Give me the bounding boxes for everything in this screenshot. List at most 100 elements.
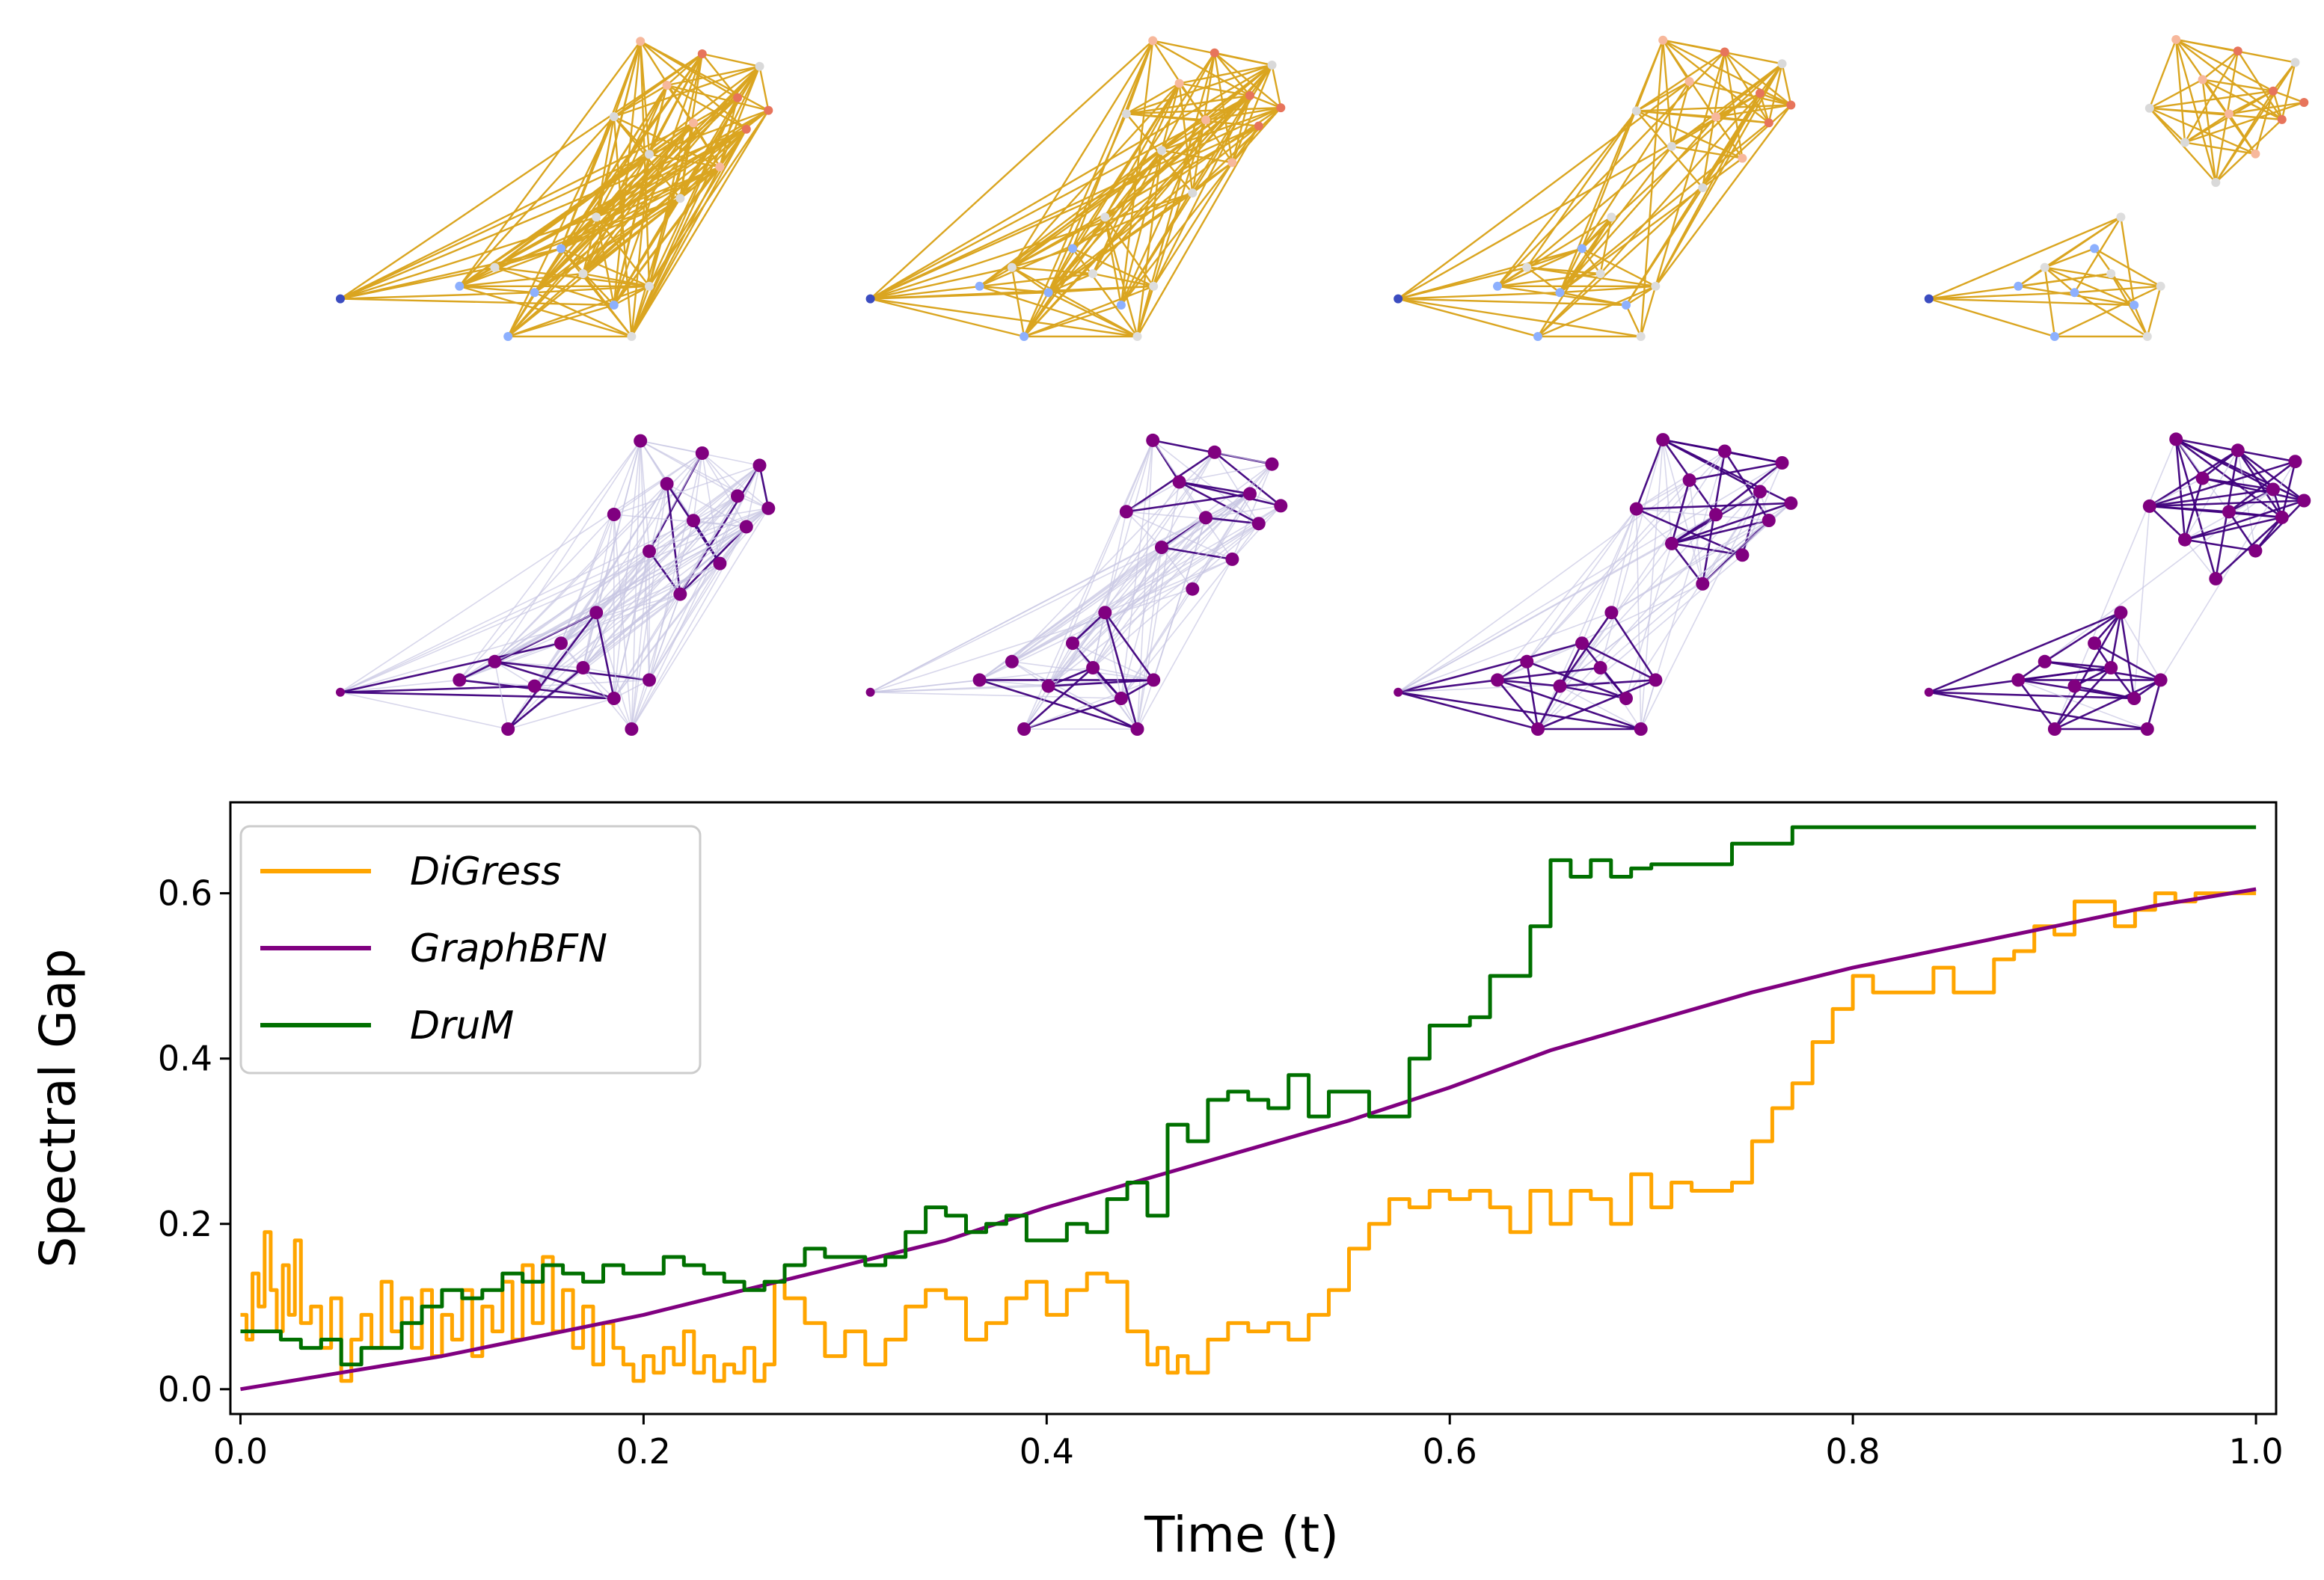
graph-node [697,49,707,58]
graph-edge [1559,642,1583,687]
graph-edge [1011,661,1154,681]
graph-edge [1011,612,1106,663]
graph-edge [2044,266,2135,307]
graph-edge [560,642,633,730]
plot-lines [240,825,2257,1392]
graph-edge [1928,298,2135,307]
graph-edge [979,493,1251,681]
graph-edge [1559,116,1717,293]
graph-edge [1048,285,1154,294]
graph-node [2153,673,2168,687]
graph-node [2198,75,2207,84]
graph-node [975,281,984,291]
graph-edge [1011,267,1025,337]
graph-node [2127,692,2141,705]
graph-edge [1023,679,1154,730]
graph-edge [2148,39,2177,109]
y-tick-label: 0.0 [158,1369,212,1410]
graph-node [1764,118,1773,128]
graph-edge [1192,107,1282,194]
graph-edge [340,692,509,730]
graph-edge [507,666,584,731]
legend-box [239,825,702,1075]
graph-node [865,687,875,697]
graph-edge [1397,612,1612,693]
graph-node [1119,505,1133,519]
graph-edge [582,667,615,699]
graph-node [1245,90,1254,100]
graph-edge [1048,517,1207,687]
graph-edge [2044,248,2095,268]
graph-node [1553,679,1567,693]
graph-edge [1640,491,1761,730]
graph-node [2088,636,2102,651]
graph-edge [1231,107,1282,164]
graph-edge [1136,125,1260,337]
graph-node [1207,445,1221,459]
graph-edge [2044,612,2122,663]
graph-edge [1497,666,1601,681]
graph-edge [560,197,681,250]
graph-edge [1178,82,1207,121]
graph-edge [2149,477,2203,507]
graph-edge [631,66,761,337]
graph-node [865,294,875,304]
graph-edge [340,642,562,694]
graph-edge [1671,519,1770,545]
graph-edge [1161,149,1233,164]
graph-node [675,194,685,203]
graph-edge [1126,64,1272,115]
graph-edge [494,660,615,700]
graph-edge [2094,642,2162,681]
graph-edge [1231,464,1273,560]
legend-label-drum: DruM [410,1003,514,1048]
graph-edge [1537,104,1792,337]
graph-edge [2202,79,2283,120]
graph-edge [1671,514,1717,544]
graph-node [2180,138,2189,147]
graph-edge [494,248,562,268]
y-axis-label: Spectral Gap [29,949,87,1268]
graph-edge [1537,679,1656,731]
graph-edge [1636,110,1743,159]
graph-node [2277,114,2287,124]
graph-node [1199,511,1212,525]
graph-edge [2272,90,2283,120]
graph-edge [649,563,721,680]
graph-edge [560,216,597,250]
graph-node [636,37,646,46]
graph-edge [595,612,616,699]
graph-edge [1136,559,1233,730]
graph-edge [1397,298,1539,338]
graph-edge [582,53,703,274]
graph-edge [2184,113,2230,144]
graph-edge [1635,439,1664,510]
graph-edge [979,192,1193,287]
graph-node [1251,517,1266,531]
graph-edge [1662,39,1791,106]
graph-edge [1715,104,1791,118]
graph-edge [1625,285,1657,307]
graph-edge [1048,679,1154,687]
graph-edge [1928,691,2135,700]
graph-edge [2073,292,2148,338]
graph-node [1227,158,1237,167]
graph-edge [340,128,747,300]
graph-snapshot-graphbfn-2 [865,433,1288,736]
graph-node [662,81,672,90]
graph-node [1784,496,1798,510]
graph-edge [1497,508,1637,680]
graph-edge [1536,216,1613,337]
graph-edge [1662,439,1704,585]
graph-node [501,722,515,736]
graph-edge [2149,79,2204,109]
graph-edge [2201,50,2239,81]
graph-edge [2175,38,2274,92]
graph-node [1665,536,1678,550]
graph-edge [1011,661,1049,687]
graph-node [1254,121,1263,131]
graph-edge [1179,481,1281,507]
graph-node [2231,443,2245,458]
graph-edge [1497,679,1560,687]
graph-node [1157,146,1166,156]
